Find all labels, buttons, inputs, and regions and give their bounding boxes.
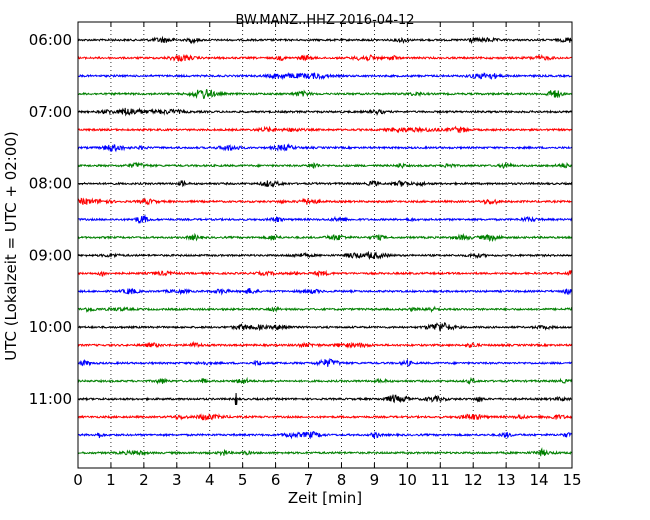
trace-0600	[77, 35, 573, 45]
trace-1100	[77, 392, 573, 406]
y-tick-label: 09:00	[29, 246, 72, 264]
x-tick-label: 1	[106, 471, 116, 489]
trace-1015	[77, 340, 573, 349]
trace-0700	[77, 107, 573, 117]
trace-0715	[77, 125, 573, 134]
seismic-traces	[77, 35, 573, 457]
x-tick-label: 12	[464, 471, 483, 489]
trace-0945	[77, 305, 573, 313]
trace-0745	[77, 161, 573, 170]
trace-1000	[77, 322, 573, 332]
x-tick-label: 10	[398, 471, 417, 489]
trace-0900	[77, 250, 573, 260]
x-tick-label: 8	[337, 471, 347, 489]
x-tick-label: 7	[304, 471, 314, 489]
trace-1130	[77, 431, 573, 440]
trace-0630	[77, 72, 573, 81]
y-tick-label: 10:00	[29, 318, 72, 336]
trace-0845	[77, 232, 573, 243]
y-tick-label: 11:00	[29, 390, 72, 408]
x-tick-label: 9	[370, 471, 380, 489]
y-axis-ticks: 06:00 07:00 08:00 09:00 10:00 11:00	[29, 31, 572, 408]
y-axis-label: UTC (Lokalzeit = UTC + 02:00)	[2, 131, 20, 361]
x-tick-label: 13	[497, 471, 516, 489]
trace-0815	[77, 197, 573, 206]
plot-frame	[77, 21, 573, 469]
x-tick-label: 15	[562, 471, 581, 489]
trace-1030	[77, 358, 573, 367]
x-axis-label: Zeit [min]	[288, 489, 362, 507]
x-tick-label: 6	[271, 471, 281, 489]
trace-0930	[77, 287, 573, 296]
x-tick-label: 14	[530, 471, 549, 489]
grid-lines	[110, 22, 540, 468]
x-axis-ticks: 0 1 2 3 4 5 6 7 8 9 10 11 12 13 14 15	[73, 22, 582, 489]
trace-1145	[77, 447, 573, 457]
x-tick-label: 5	[238, 471, 248, 489]
trace-0730	[77, 143, 573, 153]
y-tick-label: 06:00	[29, 31, 72, 49]
trace-0800	[77, 179, 573, 188]
y-tick-label: 08:00	[29, 175, 72, 193]
x-tick-label: 11	[431, 471, 450, 489]
x-tick-label: 3	[172, 471, 182, 489]
y-tick-label: 07:00	[29, 103, 72, 121]
x-tick-label: 2	[139, 471, 149, 489]
trace-0645	[77, 88, 573, 100]
chart-title: BW.MANZ..HHZ 2016-04-12	[235, 13, 414, 28]
trace-1045	[77, 376, 573, 385]
trace-1115	[77, 413, 573, 421]
x-tick-label: 0	[73, 471, 83, 489]
trace-0615	[77, 53, 573, 62]
trace-0830	[77, 214, 573, 224]
x-tick-label: 4	[205, 471, 215, 489]
trace-0915	[77, 269, 573, 278]
